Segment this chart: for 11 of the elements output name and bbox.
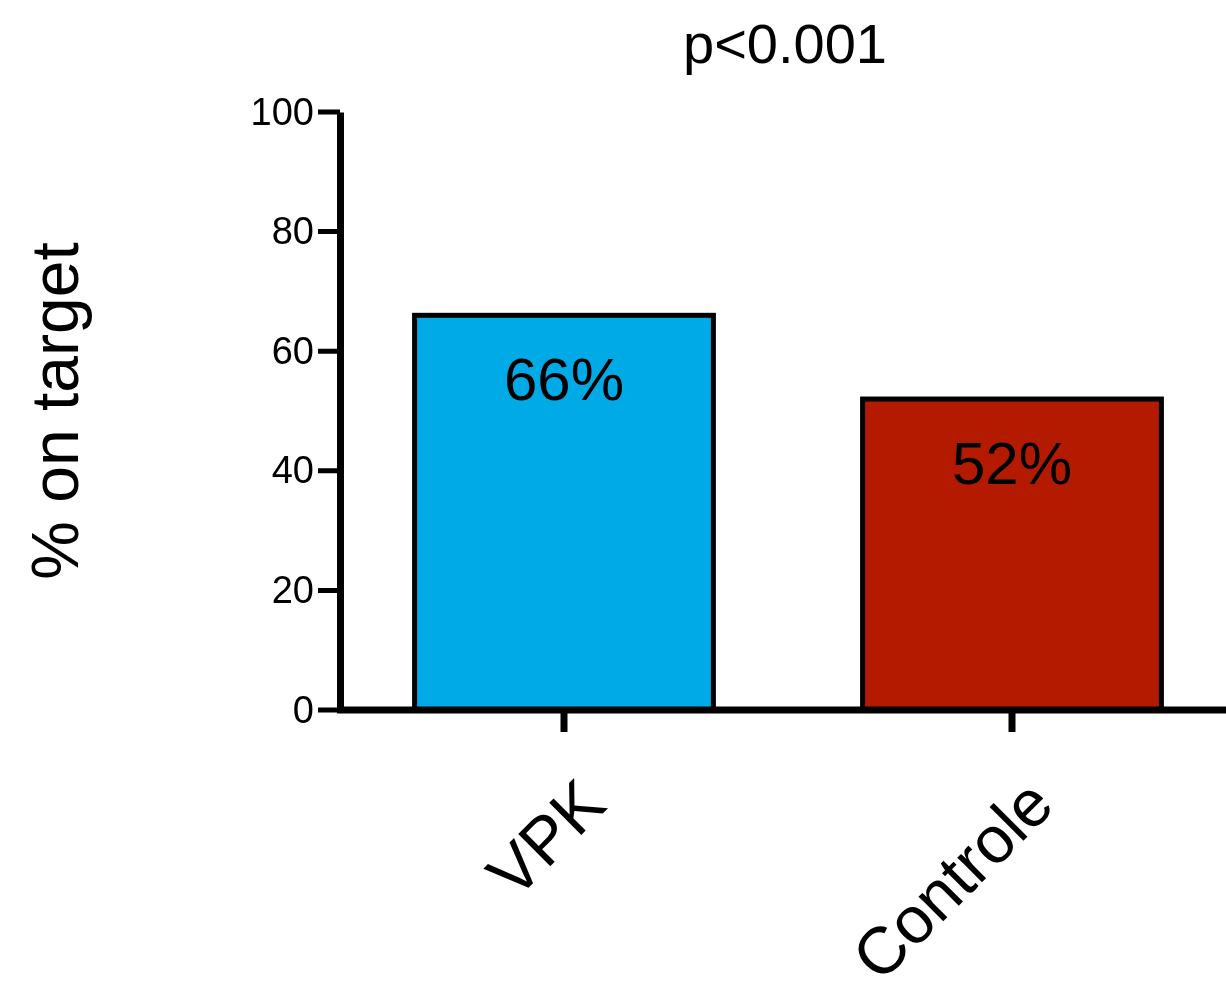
y-tick-label: 80 bbox=[271, 210, 314, 253]
x-tick-label: VPK bbox=[472, 765, 619, 911]
y-tick-label: 0 bbox=[292, 688, 314, 731]
data-label: 52% bbox=[951, 430, 1073, 498]
data-label: 66% bbox=[503, 346, 625, 414]
text: p<0.001 bbox=[683, 12, 887, 75]
y-tick-label: 20 bbox=[271, 569, 314, 612]
y-tick-label: 60 bbox=[271, 329, 314, 372]
y-axis-title: % on target bbox=[18, 242, 92, 580]
y-tick-label: 40 bbox=[271, 449, 314, 492]
y-tick-label: 100 bbox=[250, 90, 314, 133]
